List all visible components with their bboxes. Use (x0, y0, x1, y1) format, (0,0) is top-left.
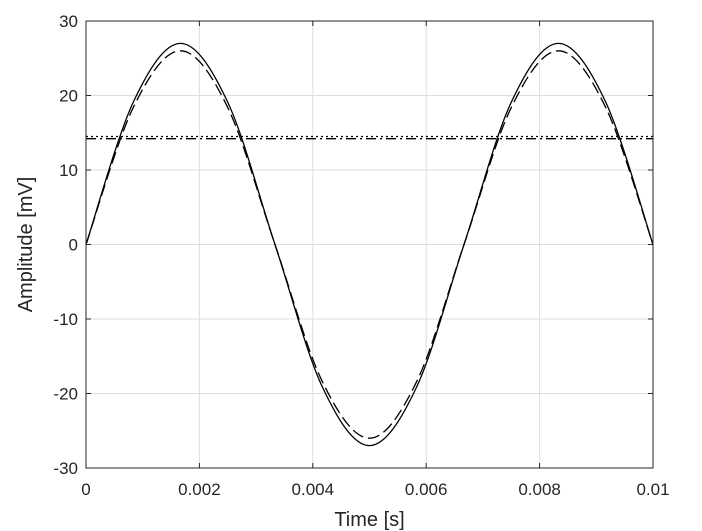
y-tick-label: -10 (53, 310, 78, 329)
x-tick-labels: 0 0.002 0.004 0.006 0.008 0.01 (81, 480, 669, 499)
x-tick-label: 0.008 (518, 480, 561, 499)
x-tick-label: 0.006 (405, 480, 448, 499)
plot-frame (85, 20, 654, 469)
y-tick-labels: -30 -20 -10 0 10 20 30 (53, 12, 78, 478)
y-tick-label: 0 (69, 236, 78, 255)
y-axis-label: Amplitude [mV] (15, 177, 37, 313)
y-tick-label: 20 (59, 87, 78, 106)
x-tick-label: 0.01 (636, 480, 669, 499)
data-series (85, 42, 654, 447)
x-tick-label: 0.002 (178, 480, 221, 499)
x-tick-label: 0 (81, 480, 90, 499)
y-tick-label: 10 (59, 161, 78, 180)
series-line-solid (85, 42, 654, 447)
y-tick-label: -30 (53, 459, 78, 478)
y-tick-label: 30 (59, 12, 78, 31)
y-tick-label: -20 (53, 385, 78, 404)
x-axis-label: Time [s] (334, 509, 404, 531)
x-tick-label: 0.004 (292, 480, 335, 499)
series-line-dashed (85, 50, 654, 439)
